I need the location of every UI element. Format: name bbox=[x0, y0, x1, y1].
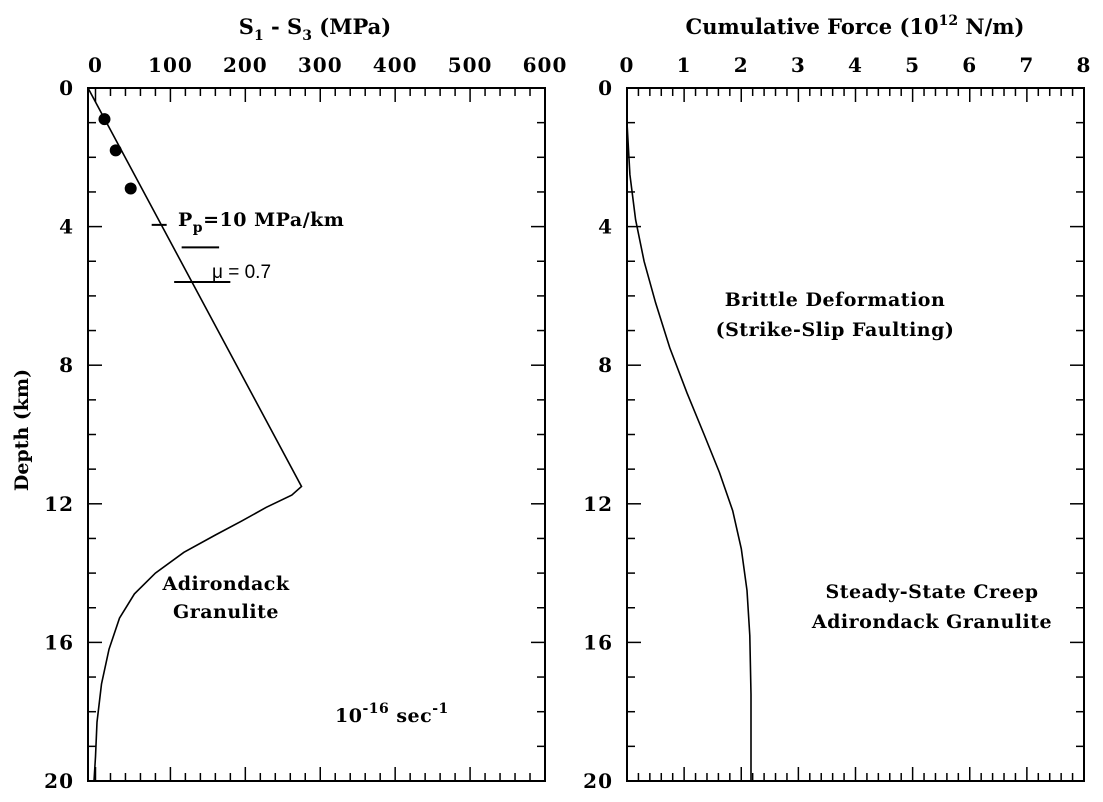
brittle-label-line1: Brittle Deformation bbox=[725, 289, 946, 311]
strain-rate-label: 10-16 sec-1 bbox=[335, 701, 449, 727]
right-x-tick-labels: 0 1 2 3 4 5 6 7 8 bbox=[620, 53, 1092, 77]
right-x-tick-label: 6 bbox=[962, 53, 977, 77]
rock-label-line2: Granulite bbox=[173, 601, 279, 623]
right-x-tick-label: 5 bbox=[905, 53, 920, 77]
right-plot-frame bbox=[626, 87, 1085, 782]
left-y-tick-label: 16 bbox=[44, 630, 74, 654]
left-chart-title: S1 - S3 (MPa) bbox=[239, 14, 391, 44]
left-y-tick-labels: 0 4 8 12 16 20 bbox=[44, 76, 74, 793]
right-x-tick-label: 4 bbox=[848, 53, 863, 77]
pore-pressure-label: Pp=10 MPa/km bbox=[178, 209, 344, 236]
right-x-tick-label: 8 bbox=[1077, 53, 1092, 77]
left-x-tick-label: 200 bbox=[223, 53, 268, 77]
rock-label-line1: Adirondack bbox=[161, 573, 289, 595]
right-y-tick-label: 20 bbox=[583, 769, 613, 793]
measured-stress-point bbox=[109, 144, 122, 157]
left-axis-ticks bbox=[88, 87, 546, 782]
right-y-tick-label: 4 bbox=[598, 215, 613, 239]
right-y-tick-label: 12 bbox=[583, 492, 613, 516]
brittle-label-line2: (Strike-Slip Faulting) bbox=[716, 319, 955, 341]
left-y-tick-label: 12 bbox=[44, 492, 74, 516]
right-y-tick-label: 16 bbox=[583, 630, 613, 654]
left-x-tick-label: 500 bbox=[448, 53, 493, 77]
left-x-tick-label: 0 bbox=[88, 53, 103, 77]
right-axis-ticks bbox=[626, 87, 1085, 782]
right-x-tick-label: 2 bbox=[734, 53, 749, 77]
left-y-tick-label: 4 bbox=[59, 215, 74, 239]
creep-label-line2: Adirondack Granulite bbox=[811, 611, 1052, 633]
right-series bbox=[626, 88, 752, 781]
measured-stress-point bbox=[98, 113, 111, 126]
left-x-tick-label: 400 bbox=[373, 53, 418, 77]
left-x-tick-label: 300 bbox=[298, 53, 343, 77]
left-x-tick-label: 100 bbox=[148, 53, 193, 77]
left-y-tick-label: 0 bbox=[59, 76, 74, 100]
left-series bbox=[87, 87, 303, 782]
creep-label-line1: Steady-State Creep bbox=[826, 581, 1039, 603]
friction-coefficient-label: μ = 0.7 bbox=[212, 262, 271, 283]
left-y-tick-label: 20 bbox=[44, 769, 74, 793]
left-x-tick-labels: 0 100 200 300 400 500 600 bbox=[88, 53, 568, 77]
left-y-tick-label: 8 bbox=[59, 353, 74, 377]
right-x-tick-label: 3 bbox=[791, 53, 806, 77]
right-y-tick-label: 8 bbox=[598, 353, 613, 377]
right-x-tick-label: 1 bbox=[677, 53, 692, 77]
right-y-tick-label: 0 bbox=[598, 76, 613, 100]
left-panel: S1 - S3 (MPa) 0 100 200 300 400 500 600 0 4 8 12 1… bbox=[11, 14, 568, 793]
left-profile-curve bbox=[87, 87, 303, 782]
left-plot-frame bbox=[87, 87, 546, 782]
right-y-tick-labels: 0 4 8 12 16 20 bbox=[583, 76, 613, 793]
measured-stress-point bbox=[124, 182, 137, 195]
left-y-axis-label: Depth (km) bbox=[11, 369, 33, 491]
left-x-tick-label: 600 bbox=[523, 53, 568, 77]
right-profile-curve bbox=[626, 88, 752, 781]
right-x-tick-label: 7 bbox=[1019, 53, 1034, 77]
right-chart-title: Cumulative Force (1012 N/m) bbox=[686, 13, 1025, 39]
right-x-tick-label: 0 bbox=[620, 53, 635, 77]
